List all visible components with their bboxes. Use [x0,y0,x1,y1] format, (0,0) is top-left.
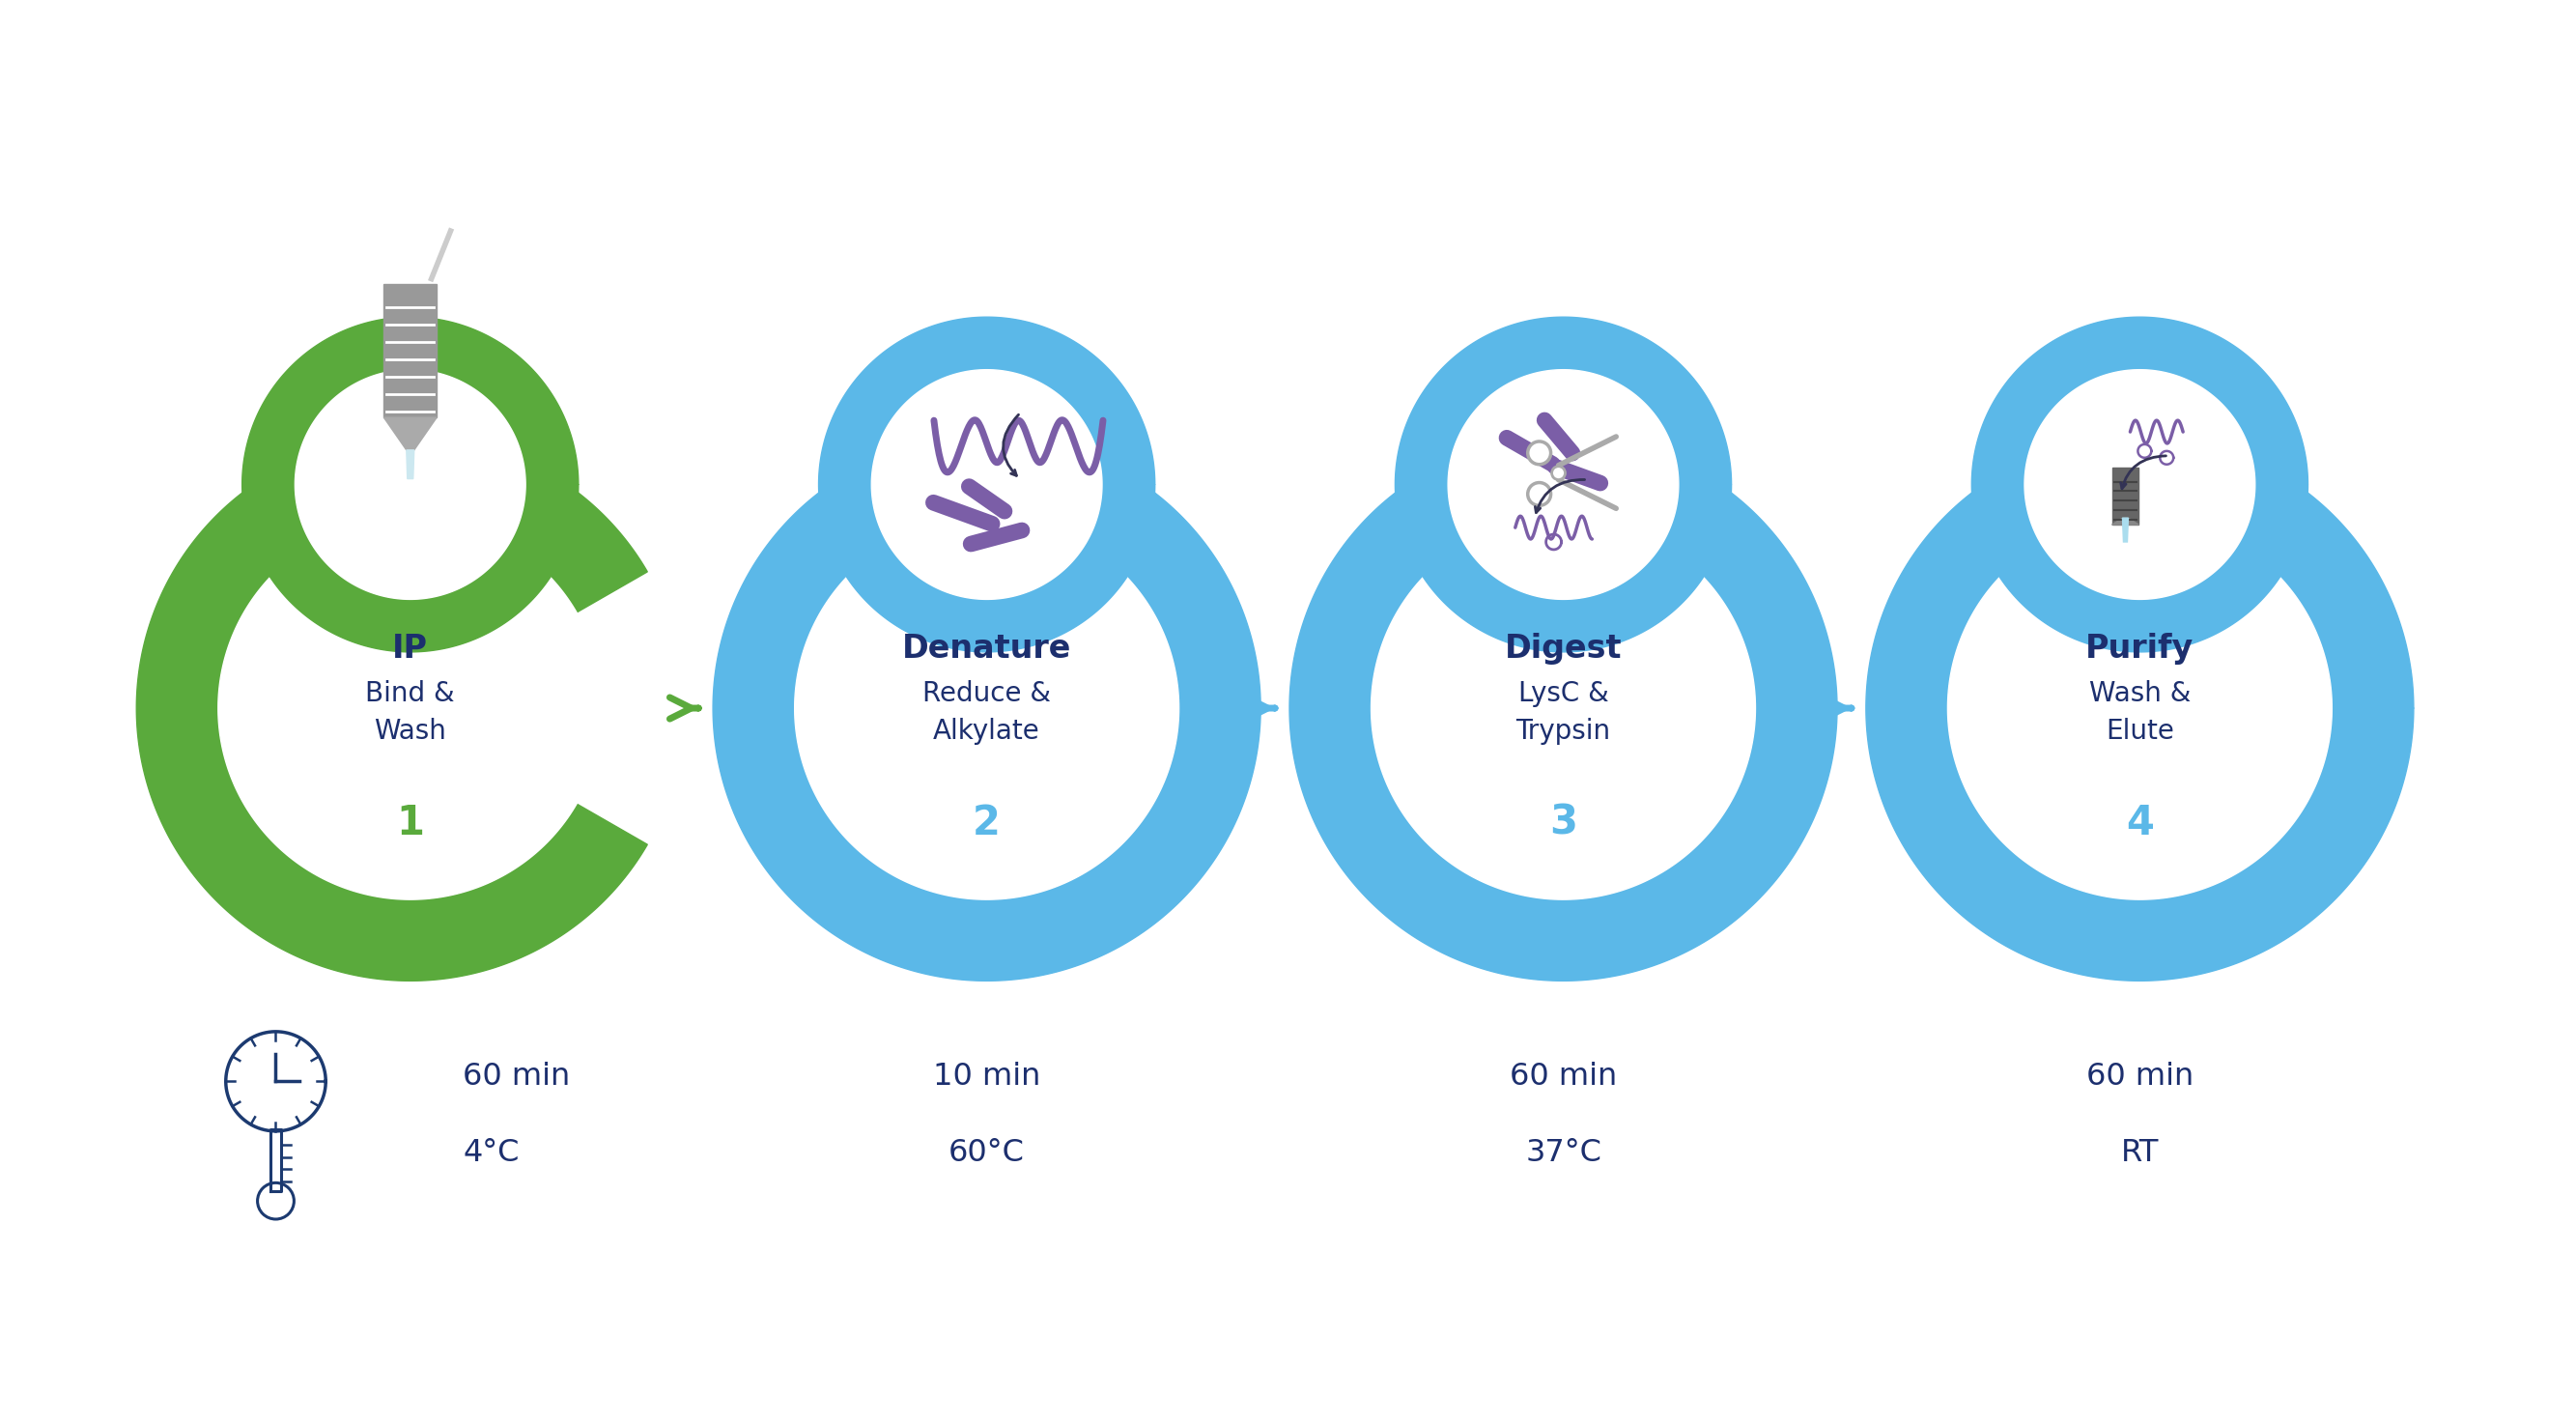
Text: LysC &
Trypsin: LysC & Trypsin [1515,680,1610,746]
Polygon shape [296,370,526,599]
Polygon shape [2112,518,2138,525]
Circle shape [1528,441,1551,464]
Polygon shape [1947,517,2331,899]
Text: Bind &
Wash: Bind & Wash [366,680,456,746]
Text: 37°C: 37°C [1525,1138,1602,1168]
Polygon shape [137,435,647,980]
Polygon shape [793,517,1180,899]
Polygon shape [1865,435,2414,980]
Text: Digest: Digest [1504,633,1623,665]
Polygon shape [1396,317,1731,652]
Text: 60 min: 60 min [464,1062,569,1091]
Polygon shape [2025,370,2254,599]
Polygon shape [1971,317,2308,652]
Text: 2: 2 [974,803,999,844]
Polygon shape [819,317,1154,652]
Text: Denature: Denature [902,633,1072,665]
Text: IP: IP [392,633,428,665]
Text: 4: 4 [2125,803,2154,844]
Polygon shape [219,517,603,899]
Circle shape [258,1183,294,1220]
Text: Purify: Purify [2087,633,2195,665]
Polygon shape [714,435,1260,980]
Polygon shape [1370,517,1754,899]
Polygon shape [407,450,415,478]
Polygon shape [2123,518,2128,542]
Polygon shape [242,317,580,652]
Circle shape [1551,467,1566,480]
Text: Reduce &
Alkylate: Reduce & Alkylate [922,680,1051,746]
Text: 4°C: 4°C [464,1138,520,1168]
Text: 60 min: 60 min [2087,1062,2195,1091]
Text: RT: RT [2120,1138,2159,1168]
Polygon shape [384,417,438,450]
Text: 10 min: 10 min [933,1062,1041,1091]
Polygon shape [1448,370,1680,599]
Circle shape [1528,482,1551,505]
Polygon shape [2112,467,2138,525]
Text: 60 min: 60 min [1510,1062,1618,1091]
Polygon shape [871,370,1103,599]
Polygon shape [384,283,438,417]
Text: Wash &
Elute: Wash & Elute [2089,680,2190,746]
Text: 3: 3 [1548,803,1577,844]
Polygon shape [1291,435,1837,980]
Text: 60°C: 60°C [948,1138,1025,1168]
Text: 1: 1 [397,803,425,844]
